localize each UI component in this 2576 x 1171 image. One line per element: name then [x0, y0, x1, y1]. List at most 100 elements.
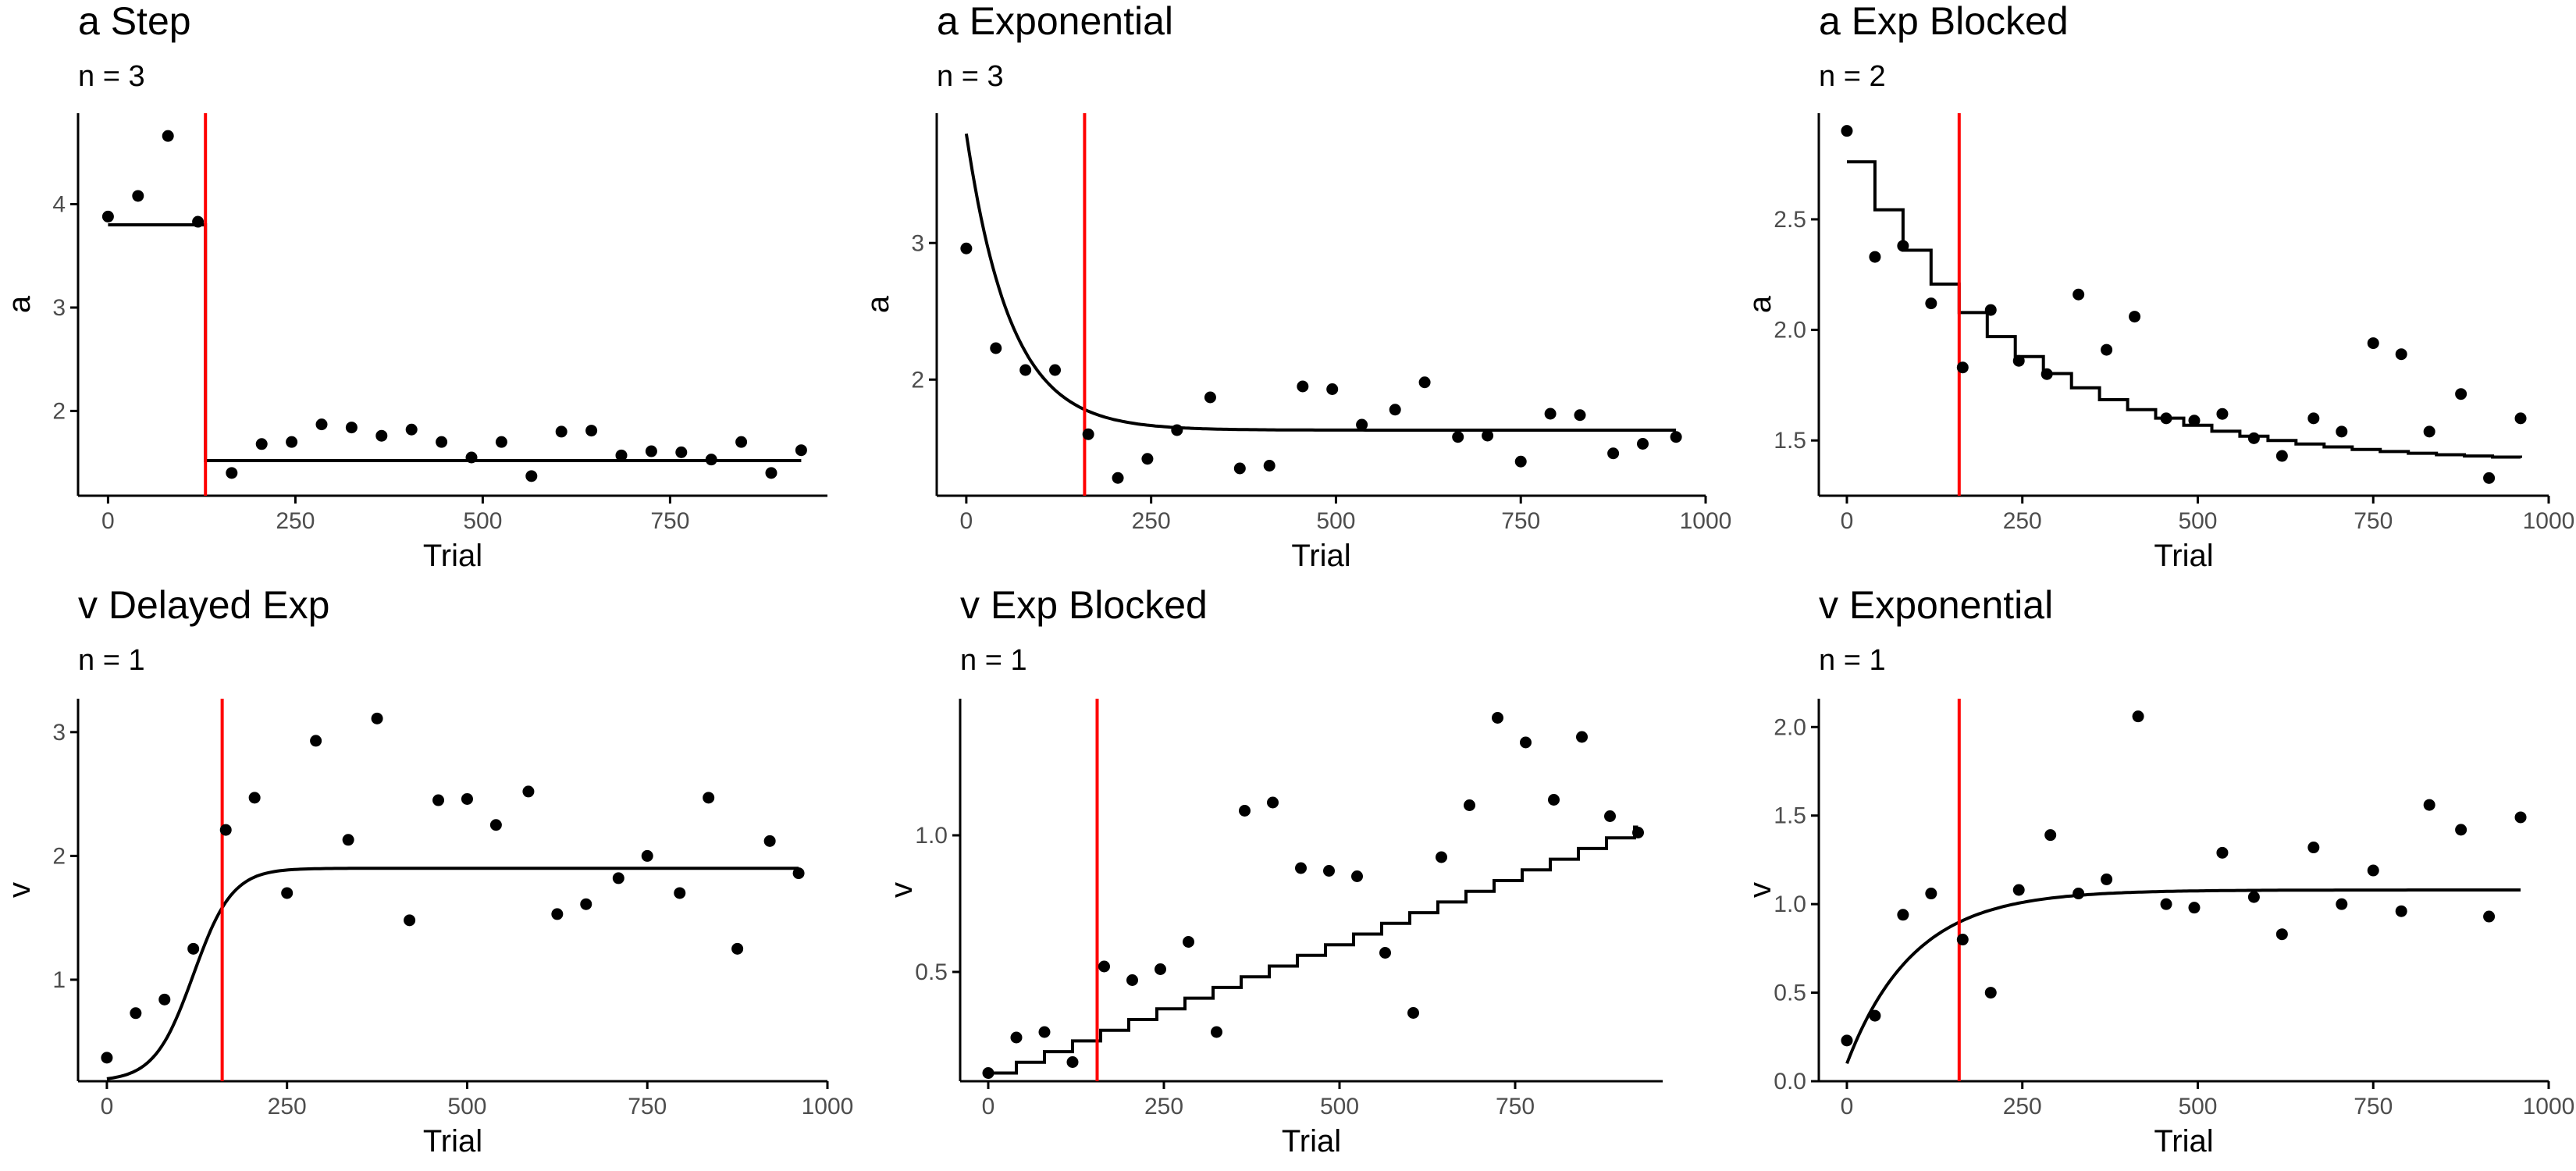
x-axis-label: Trial: [2154, 1124, 2213, 1159]
data-point: [2514, 811, 2527, 824]
data-point: [675, 446, 688, 458]
y-tick-label: 0.0: [1774, 1069, 1806, 1094]
panel-title: a Step: [78, 0, 191, 43]
x-tick-label: 500: [1320, 1094, 1359, 1119]
y-tick-label: 4: [52, 192, 66, 218]
data-point: [705, 454, 717, 466]
data-point: [2041, 368, 2053, 380]
data-point: [2455, 388, 2467, 400]
data-point: [1436, 851, 1447, 863]
data-point: [792, 867, 805, 880]
data-point: [2336, 425, 2348, 438]
x-tick-label: 1000: [2523, 1094, 2575, 1119]
data-point: [1098, 960, 1110, 973]
panel-1: a Step n = 3 0 250 500 750 2 3 4 Trial a: [2, 0, 827, 573]
data-point: [2132, 710, 2144, 723]
data-point: [525, 470, 538, 482]
x-axis-label: Trial: [1291, 539, 1350, 573]
y-axis-label: a: [861, 295, 895, 313]
data-point: [763, 835, 776, 847]
x-tick-label: 500: [463, 508, 502, 534]
x-tick-label: 250: [1132, 508, 1171, 534]
y-tick-label: 1.0: [915, 823, 948, 849]
y-tick-label: 2.5: [1774, 207, 1806, 233]
x-axis-label: Trial: [1282, 1124, 1341, 1159]
data-point: [2367, 337, 2379, 350]
data-point: [1604, 810, 1616, 822]
x-tick-label: 250: [1144, 1094, 1183, 1119]
data-point: [735, 436, 748, 448]
data-point: [432, 794, 445, 806]
y-tick-label: 3: [911, 230, 924, 256]
y-tick-label: 2.0: [1774, 714, 1806, 740]
data-point: [162, 130, 174, 142]
y-tick-label: 2: [52, 843, 66, 869]
data-point: [551, 908, 564, 920]
data-point: [1869, 1009, 1881, 1022]
data-point: [1297, 380, 1309, 393]
panel-title: v Exp Blocked: [960, 583, 1208, 627]
x-tick-label: 500: [2178, 1094, 2217, 1119]
y-axis-label: a: [1743, 295, 1777, 313]
data-point: [580, 898, 592, 910]
data-point: [342, 834, 354, 846]
data-point: [1082, 428, 1094, 440]
data-point: [2307, 842, 2320, 854]
panel-6: v Exponential n = 1 0 250 500 750 1000 0.0 0.5 1.…: [1743, 583, 2574, 1159]
data-point: [1956, 934, 1969, 946]
x-tick-label: 1000: [802, 1094, 854, 1119]
fit-curve: [1845, 888, 2521, 1065]
data-point: [795, 444, 807, 457]
x-tick-label: 500: [2178, 508, 2217, 534]
data-point: [1389, 404, 1401, 416]
y-tick-label: 3: [52, 295, 66, 321]
fit-curve: [988, 825, 1638, 1075]
data-point: [2012, 884, 2025, 896]
data-point: [1925, 888, 1937, 900]
data-point: [1869, 251, 1881, 263]
y-axis-label: v: [1743, 882, 1777, 898]
data-point: [132, 190, 144, 202]
data-point: [1956, 361, 1969, 374]
data-point: [585, 425, 598, 437]
y-tick-label: 0.5: [1774, 981, 1806, 1006]
x-tick-label: 1000: [2523, 508, 2575, 534]
data-point: [1984, 304, 1997, 316]
data-point: [345, 422, 358, 434]
data-point: [641, 849, 653, 862]
x-tick-label: 0: [1841, 1094, 1854, 1119]
x-tick-label: 750: [1496, 1094, 1535, 1119]
data-point: [1544, 408, 1557, 420]
data-point: [371, 712, 383, 724]
data-point: [1482, 429, 1494, 442]
data-point: [375, 429, 388, 442]
data-point: [192, 215, 205, 228]
data-point: [982, 1067, 994, 1079]
data-point: [615, 449, 628, 461]
panel-4: v Delayed Exp n = 1 0 250 500 750 1000 1 2 3 Trial…: [2, 583, 853, 1159]
data-point: [1323, 865, 1335, 877]
data-point: [1841, 1034, 1853, 1047]
data-point: [1351, 870, 1363, 882]
data-point: [1636, 438, 1649, 450]
x-tick-label: 750: [628, 1094, 667, 1119]
data-point: [404, 914, 416, 927]
data-point: [1841, 125, 1853, 137]
data-point: [765, 467, 777, 479]
data-point: [1632, 827, 1644, 838]
data-point: [1356, 418, 1368, 431]
x-tick-label: 1000: [1680, 508, 1732, 534]
x-tick-label: 0: [1841, 508, 1854, 534]
data-point: [1211, 1026, 1222, 1038]
data-point: [731, 942, 744, 955]
data-point: [1925, 297, 1937, 310]
data-point: [1295, 862, 1307, 874]
y-tick-label: 1.5: [1774, 803, 1806, 829]
data-point: [436, 436, 448, 448]
data-point: [1897, 909, 1909, 921]
data-point: [2188, 415, 2201, 427]
data-point: [1049, 364, 1062, 376]
data-point: [1141, 453, 1154, 465]
data-point: [1548, 794, 1560, 806]
